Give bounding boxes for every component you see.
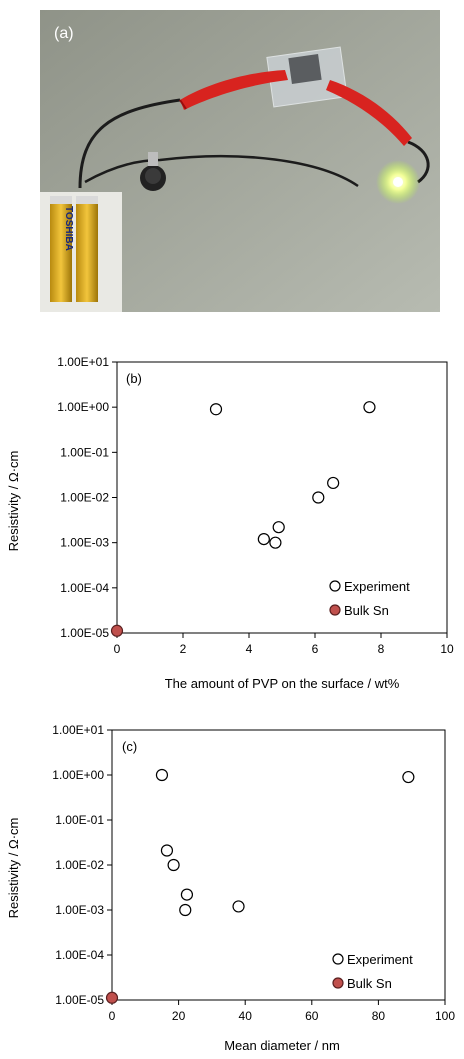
x-tick-label: 4 (246, 642, 253, 656)
bulk-sn-point (110, 624, 124, 637)
y-tick-label: 1.00E-03 (55, 903, 104, 917)
experiment-point (160, 844, 174, 857)
sample-slide (266, 46, 348, 108)
legend-label: Bulk Sn (347, 976, 392, 991)
x-tick-label: 6 (312, 642, 319, 656)
experiment-point (232, 900, 245, 913)
y-tick-label: 1.00E-02 (60, 491, 109, 505)
panel-label-c: (c) (122, 739, 137, 754)
x-tick-label: 20 (172, 1009, 186, 1023)
battery-brand-text: TOSHIBA (63, 206, 74, 251)
experiment-point (209, 403, 223, 416)
legend: Experiment Bulk Sn (332, 952, 413, 991)
bulk-sn-point (105, 991, 119, 1004)
experiment-point (167, 858, 180, 872)
y-axis-title: Resistivity / Ω·cm (6, 818, 21, 919)
led (376, 160, 420, 204)
y-tick-label: 1.00E-05 (55, 993, 104, 1007)
y-tick-label: 1.00E+01 (57, 355, 109, 369)
experiment-point (257, 532, 270, 546)
potentiometer (140, 152, 166, 191)
y-tick-label: 1.00E+00 (52, 768, 104, 782)
experiment-point (402, 770, 415, 784)
legend-marker (329, 580, 341, 592)
legend-label: Experiment (347, 952, 413, 967)
legend-marker (332, 977, 344, 989)
legend-label: Experiment (344, 579, 410, 594)
experiment-point (272, 521, 285, 534)
y-tick-label: 1.00E+01 (52, 723, 104, 737)
battery-holder: TOSHIBA (40, 192, 122, 312)
circuit-photo: TOSHIBA (a) (40, 10, 440, 312)
resistivity-vs-diameter-chart: Resistivity / Ω·cm Mean diameter / nm (c… (6, 723, 455, 1053)
y-tick-label: 1.00E-02 (55, 858, 104, 872)
y-axis-title: Resistivity / Ω·cm (6, 451, 21, 552)
panel-label-b: (b) (126, 371, 142, 386)
experiment-point (269, 536, 282, 549)
experiment-point (327, 476, 340, 490)
wire-left (78, 98, 181, 189)
x-tick-label: 80 (372, 1009, 386, 1023)
x-tick-label: 2 (180, 642, 187, 656)
x-tick-label: 8 (378, 642, 385, 656)
x-tick-label: 40 (239, 1009, 253, 1023)
y-tick-label: 1.00E+00 (57, 400, 109, 414)
experiment-point (312, 491, 325, 504)
y-tick-label: 1.00E-03 (60, 536, 109, 550)
x-axis-title: The amount of PVP on the surface / wt% (165, 676, 400, 691)
clip-left (179, 70, 288, 110)
x-axis-title: Mean diameter / nm (224, 1038, 340, 1053)
resistivity-vs-pvp-chart: Resistivity / Ω·cm The amount of PVP on … (6, 355, 454, 691)
clip-right (326, 80, 412, 146)
x-tick-label: 60 (305, 1009, 319, 1023)
y-tick-label: 1.00E-04 (55, 948, 104, 962)
y-tick-label: 1.00E-01 (60, 445, 109, 459)
y-tick-label: 1.00E-01 (55, 813, 104, 827)
experiment-point (180, 888, 194, 901)
x-tick-label: 10 (440, 642, 454, 656)
legend: Experiment Bulk Sn (329, 579, 410, 618)
legend-marker (332, 953, 344, 965)
y-tick-label: 1.00E-05 (60, 626, 109, 640)
wire-bottom (84, 154, 359, 188)
experiment-point (363, 401, 376, 414)
x-tick-label: 100 (435, 1009, 455, 1023)
legend-label: Bulk Sn (344, 603, 389, 618)
wire-right (407, 140, 430, 184)
experiment-point (155, 768, 169, 782)
x-tick-label: 0 (114, 642, 121, 656)
legend-marker (329, 604, 341, 616)
y-tick-label: 1.00E-04 (60, 581, 109, 595)
experiment-point (179, 903, 192, 917)
x-tick-label: 0 (109, 1009, 116, 1023)
panel-label-a: (a) (54, 25, 74, 42)
